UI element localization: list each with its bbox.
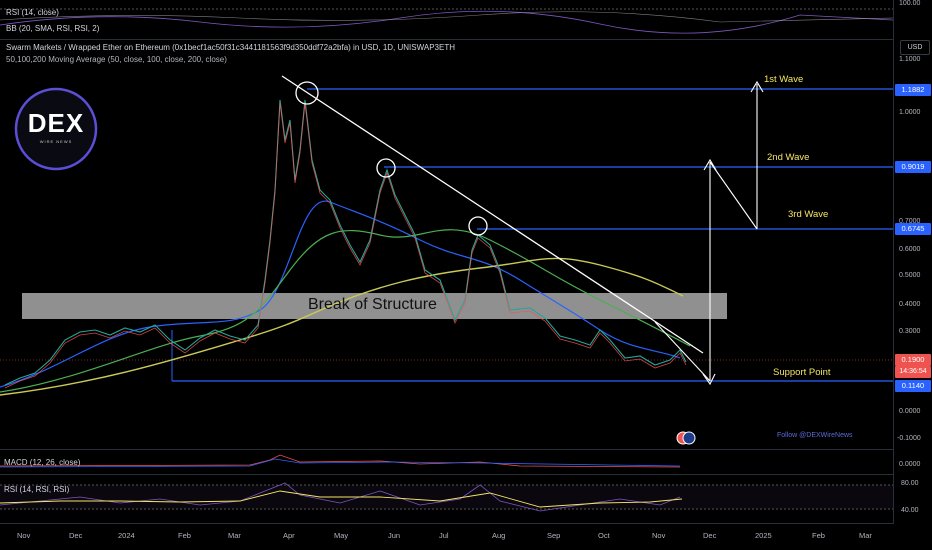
dex-logo: DEX WIRE NEWS [26,108,86,144]
macd-pane[interactable]: MACD (12, 26, close) [0,450,893,475]
wave3-label: 3rd Wave [788,209,829,220]
countdown-badge: 14:36:54 [895,366,931,378]
time-tick: Jun [388,531,401,540]
top-rsi-tick: 100.00 [899,0,921,7]
macd-lines [0,454,681,468]
time-tick: 2024 [118,531,135,540]
ma-legend: 50,100,200 Moving Average (50, close, 10… [6,55,227,64]
peak-circle-1 [295,81,319,105]
time-tick: Mar [859,531,872,540]
time-tick: Mar [228,531,241,540]
tick-1000: 1.0000 [899,109,921,116]
macd-tick: 0.0000 [899,461,921,468]
rsi-label: RSI (14, RSI, RSI) [4,485,70,494]
top-rsi-lines [0,8,893,34]
top-axis: 100.00 [893,0,932,40]
wave2-price-badge: 0.9019 [895,161,931,173]
tick-0400: 0.4000 [899,301,921,308]
time-tick: Oct [598,531,610,540]
rsi-pane[interactable]: RSI (14, RSI, RSI) [0,475,893,524]
follow-text: Follow @DEXWireNews [777,432,853,439]
wave2-arrowhead [703,158,717,171]
support-arrowhead [702,373,716,386]
wave3-price-badge: 0.6745 [895,223,931,235]
tick-0000: 0.0000 [899,408,921,415]
time-tick: Feb [812,531,825,540]
top-bb-label: BB (20, SMA, RSI, RSI, 2) [6,24,100,33]
support-label: Support Point [773,367,831,378]
time-tick: Dec [703,531,717,540]
peak-circle-3 [468,216,488,236]
rsi-tick-80: 80.00 [901,480,919,487]
macd-axis: 0.0000 [893,450,932,475]
current-price-badge: 0.1900 [895,354,931,366]
candles [4,99,687,389]
currency-button[interactable]: USD [900,40,930,55]
logo-text: DEX [27,108,85,138]
ma100-line [0,229,691,393]
time-tick: Jul [439,531,449,540]
flag-icon-b [682,431,696,445]
time-tick: May [334,531,349,540]
macd-label: MACD (12, 26, close) [4,458,81,467]
chart-drawing [0,75,893,445]
tick-1100: 1.1000 [899,56,921,63]
tick-0300: 0.3000 [899,328,921,335]
time-tick: Aug [492,531,506,540]
tick-0600: 0.6000 [899,246,921,253]
tick-0500: 0.5000 [899,272,921,279]
rsi-axis: 80.00 40.00 [893,475,932,524]
descending-trendline [281,75,704,354]
time-tick: Dec [69,531,83,540]
main-chart-pane[interactable]: Swarm Markets / Wrapped Ether on Ethereu… [0,40,893,450]
logo-ring [14,87,98,171]
time-tick: 2025 [755,531,772,540]
projection-down-line [654,321,711,382]
price-axis[interactable]: USD 1.1000 1.0000 0.7000 0.6000 0.5000 0… [893,40,932,450]
peak-circle-2 [376,158,396,178]
wave3-diagonal-line [709,161,758,230]
ma200-line [0,257,684,396]
time-tick: Nov [17,531,31,540]
top-rsi-pane: RSI (14, close) BB (20, SMA, RSI, RSI, 2… [0,0,893,40]
logo-subtext: WIRE NEWS [39,139,73,144]
tick-0700: 0.7000 [899,218,921,225]
time-tick: Nov [652,531,666,540]
rsi-tick-40: 40.00 [901,507,919,514]
wave1-price-badge: 1.1882 [895,84,931,96]
wave2-label: 2nd Wave [767,152,810,163]
time-tick: Apr [283,531,295,540]
bos-label: Break of Structure [308,296,437,313]
time-tick: Sep [547,531,561,540]
tick-neg0100: -0.1000 [897,435,921,442]
time-axis[interactable]: Nov Dec 2024 Feb Mar Apr May Jun Jul Aug… [0,524,932,550]
time-tick: Feb [178,531,191,540]
bos-box [22,293,727,319]
wave1-label: 1st Wave [764,74,804,85]
support-price-badge: 0.1140 [895,380,931,392]
rsi-lines [0,482,893,512]
top-rsi-label: RSI (14, close) [6,8,59,17]
symbol-title: Swarm Markets / Wrapped Ether on Ethereu… [6,43,455,52]
wave1-arrowhead [750,80,764,93]
